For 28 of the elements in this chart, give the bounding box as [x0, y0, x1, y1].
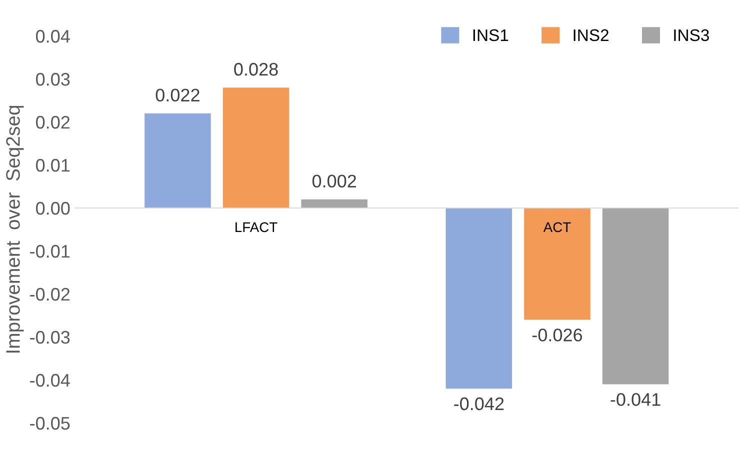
x-tick-label: LFACT: [236, 222, 278, 232]
data-label: 0.002: [312, 174, 356, 188]
y-tick-label: -0.04: [30, 374, 70, 387]
y-tick-label: 0.03: [36, 72, 70, 86]
bar: [446, 208, 512, 389]
bar: [524, 208, 590, 320]
y-tick-label: 0.01: [36, 158, 70, 172]
y-tick-label: -0.02: [30, 288, 70, 301]
y-tick-label: -0.03: [30, 330, 70, 344]
y-tick-label: -0.01: [30, 244, 70, 258]
bar: [602, 208, 669, 384]
data-label: -0.041: [610, 393, 660, 406]
bar: [144, 113, 211, 208]
y-tick-label: 0.04: [36, 30, 70, 43]
data-label: -0.042: [454, 397, 504, 410]
y-tick-label: 0.02: [36, 116, 70, 129]
data-label: 0.022: [156, 88, 200, 102]
legend-label: INS3: [674, 29, 709, 42]
data-label: 0.028: [234, 62, 278, 76]
data-label: -0.026: [532, 328, 582, 342]
y-axis-title: Improvement over Seq2seq: [6, 106, 24, 353]
bar: [301, 199, 368, 208]
y-tick-label: -0.05: [30, 416, 70, 430]
bar: [222, 88, 290, 208]
x-tick-label: ACT: [543, 222, 571, 232]
y-tick-label: 0.00: [36, 202, 70, 215]
legend-label: INS1: [473, 29, 508, 42]
legend-label: INS2: [574, 29, 608, 42]
